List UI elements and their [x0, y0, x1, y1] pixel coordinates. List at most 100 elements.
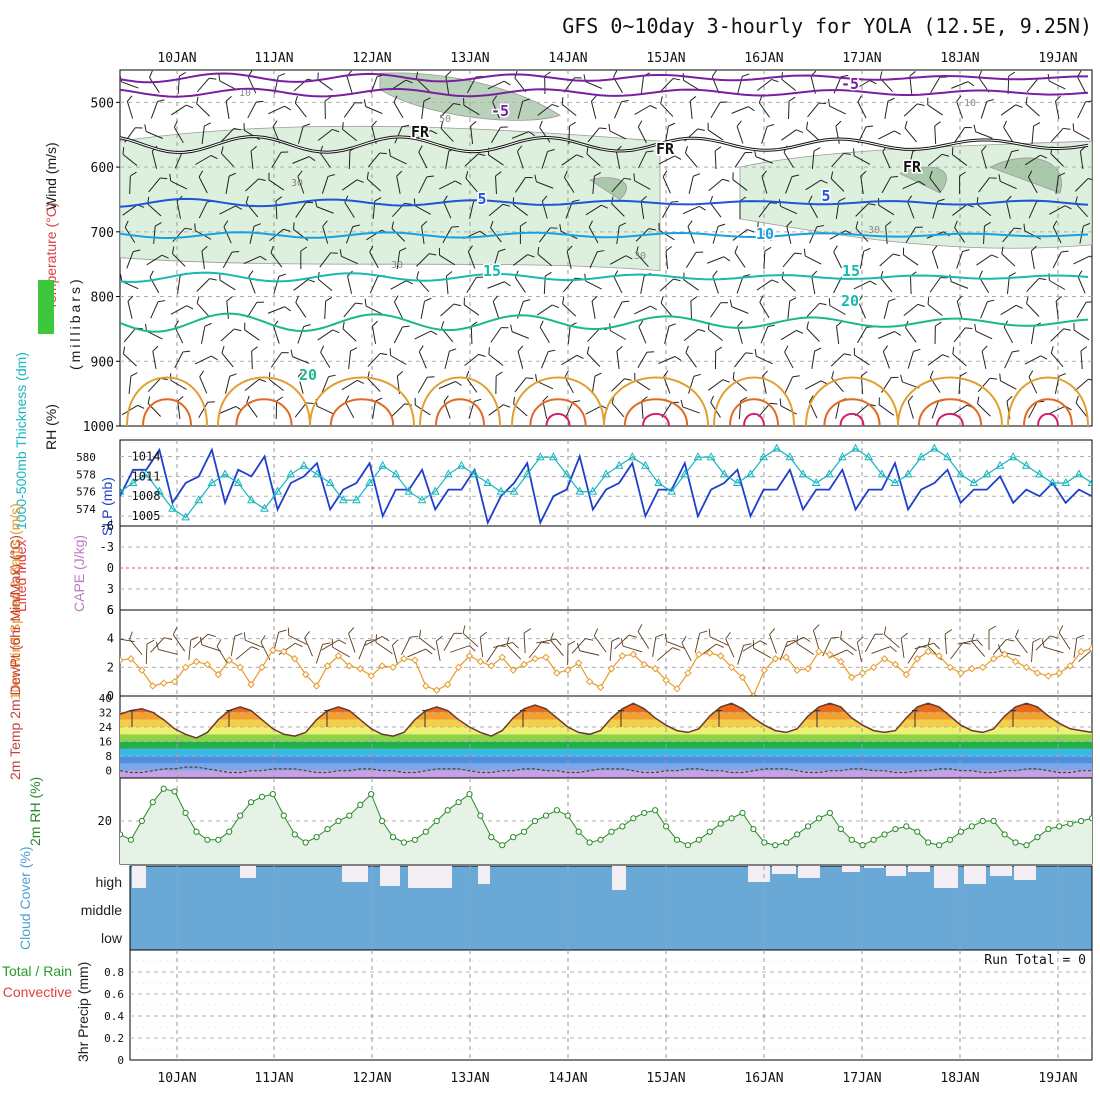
- wind-barb: [1005, 195, 1012, 219]
- wind-barb: [736, 274, 751, 294]
- thickness-marker: [247, 495, 256, 504]
- barb-shaft: [219, 205, 236, 215]
- cloud-label: Cloud Cover (%): [17, 847, 33, 950]
- barb-flag: [366, 171, 369, 180]
- barb-shaft: [683, 279, 699, 291]
- wind-barb: [495, 171, 502, 195]
- rh-marker: [280, 812, 287, 819]
- surface-wind-barb: [172, 627, 186, 652]
- barb-shaft: [464, 353, 479, 367]
- surface-wind-barb: [1058, 625, 1071, 650]
- barb-shaft: [1026, 77, 1039, 93]
- barb-shaft: [690, 300, 693, 320]
- wind-barb: [514, 377, 534, 393]
- top-date-label: 18JAN: [940, 51, 979, 66]
- barb-flag: [490, 220, 494, 228]
- wind-barb: [442, 226, 459, 244]
- barb-shaft: [152, 351, 157, 369]
- barb-flag: [869, 280, 877, 286]
- barb-flag: [364, 298, 367, 306]
- barb-shaft: [883, 634, 900, 648]
- wind-barb: [418, 345, 427, 369]
- rh-marker: [1012, 839, 1019, 846]
- barb-flag: [885, 221, 892, 227]
- barb-flag: [622, 300, 630, 303]
- upper-air-grid: [120, 70, 1092, 426]
- wind-tick-label: 4: [107, 632, 114, 646]
- barb-shaft: [390, 355, 407, 365]
- wind-barb: [562, 296, 577, 317]
- barb-shaft: [268, 105, 285, 115]
- rh-marker: [914, 828, 921, 835]
- barb-flag: [814, 347, 822, 352]
- barb-flag: [429, 253, 437, 256]
- barb-shaft: [416, 253, 430, 267]
- barb-shaft: [652, 637, 657, 657]
- surface-wind-barb: [988, 625, 997, 650]
- bottom-date-axis: 10JAN 11JAN 12JAN 13JAN 14JAN 15JAN 16JAN 17JAN…: [157, 1071, 1077, 1086]
- thickness-tick-label: 580: [76, 451, 96, 464]
- barb-flag: [130, 171, 137, 177]
- wind-barb: [512, 254, 535, 266]
- barb-flag: [956, 295, 963, 302]
- wind-speed-marker: [979, 663, 987, 672]
- thickness-marker: [522, 469, 532, 478]
- barb-flag: [145, 323, 147, 331]
- surface-wind-barb: [900, 632, 908, 658]
- barb-flag: [350, 347, 358, 352]
- wind-barb: [1028, 370, 1038, 394]
- barb-shaft: [174, 351, 184, 369]
- wind-barb: [803, 248, 822, 265]
- barb-shaft: [401, 636, 411, 656]
- barb-shaft: [121, 81, 139, 89]
- barb-shaft: [731, 306, 749, 314]
- barb-shaft: [390, 155, 407, 165]
- isotherm-30: [729, 398, 779, 426]
- wind-barb: [927, 153, 950, 167]
- barb-flag: [372, 320, 378, 327]
- barb-shaft: [294, 402, 307, 418]
- wind-speed-marker: [902, 670, 911, 679]
- barb-shaft: [857, 326, 867, 344]
- barb-shaft: [177, 276, 181, 294]
- wind-barb: [781, 129, 804, 141]
- barb-shaft: [659, 278, 674, 292]
- wind-barb: [319, 252, 338, 268]
- wind-speed-marker: [389, 663, 397, 672]
- wind-barb: [954, 127, 972, 143]
- barb-flag: [120, 274, 123, 282]
- wind-barb: [633, 173, 651, 190]
- barb-flag: [1075, 395, 1079, 404]
- barb-flag: [523, 299, 531, 302]
- barb-flag: [843, 152, 851, 155]
- barb-flag: [714, 146, 722, 152]
- barb-flag: [1006, 395, 1013, 402]
- barb-flag: [233, 128, 242, 131]
- wind-barb: [680, 399, 700, 414]
- thickness-marker: [930, 443, 939, 452]
- pressure-tick-label: 700: [91, 226, 114, 241]
- barb-shaft: [878, 130, 895, 140]
- barb-flag: [517, 145, 523, 152]
- rh-marker: [127, 836, 135, 843]
- surface-wind-barb: [315, 642, 331, 664]
- rh-marker: [1045, 825, 1052, 833]
- barb-flag: [294, 642, 303, 648]
- barb-shaft: [220, 328, 235, 342]
- barb-shaft: [493, 251, 499, 269]
- barb-shaft: [637, 126, 647, 144]
- temperature-contour-label: FR: [903, 158, 922, 176]
- barb-shaft: [853, 280, 871, 290]
- barb-flag: [875, 633, 884, 635]
- wind-barb: [635, 246, 649, 268]
- barb-shaft: [952, 353, 967, 367]
- wind-barb: [761, 170, 768, 194]
- barb-shaft: [273, 276, 280, 294]
- wind-barb: [371, 320, 378, 344]
- barb-shaft: [321, 639, 340, 651]
- barb-shaft: [407, 648, 426, 658]
- barb-flag: [196, 96, 199, 104]
- barb-flag: [339, 249, 342, 257]
- wind-barb: [586, 146, 601, 167]
